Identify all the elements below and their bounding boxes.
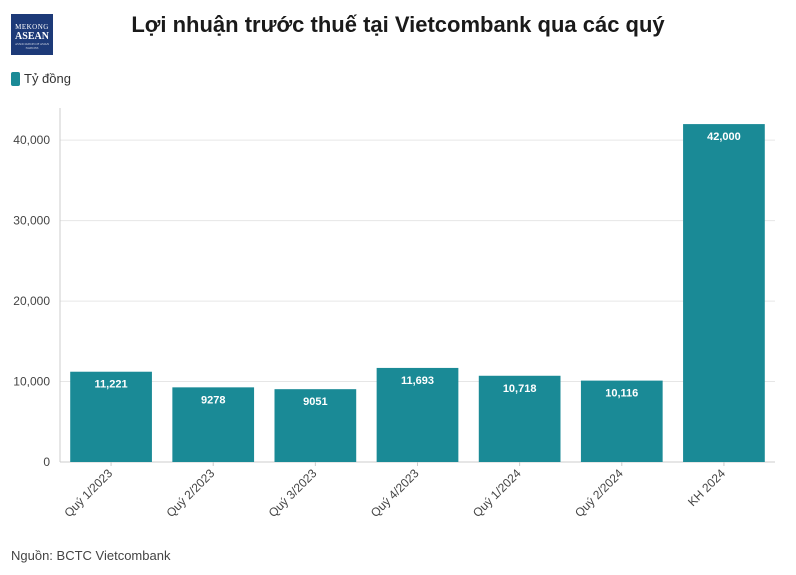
- x-tick-label: Quý 1/2023: [61, 466, 115, 520]
- data-label: 11,693: [401, 375, 434, 387]
- logo-text-line3: ASSOCIATION OF ASIAN NATIONS: [14, 42, 49, 50]
- y-tick-label: 40,000: [13, 133, 50, 147]
- x-tick-label: Quý 2/2023: [164, 466, 218, 520]
- data-label: 10,116: [605, 388, 638, 400]
- data-label: 9051: [303, 396, 327, 408]
- x-tick-label: KH 2024: [685, 466, 728, 509]
- bar: [580, 380, 663, 462]
- bar: [683, 124, 765, 462]
- bar: [70, 371, 152, 462]
- brand-logo: MEKONG ASEAN ASSOCIATION OF ASIAN NATION…: [11, 14, 53, 55]
- bar: [172, 387, 255, 462]
- bar: [478, 375, 561, 462]
- y-tick-label: 10,000: [13, 375, 50, 389]
- bar: [274, 389, 357, 462]
- x-tick-label: Quý 1/2024: [470, 466, 524, 520]
- y-tick-label: 20,000: [13, 294, 50, 308]
- x-tick-label: Quý 4/2023: [368, 466, 422, 520]
- x-tick-label: Quý 3/2023: [266, 466, 320, 520]
- legend-swatch: [11, 71, 20, 86]
- y-tick-label: 30,000: [13, 214, 50, 228]
- legend-label: Tỷ đồng: [24, 71, 71, 86]
- data-label: 42,000: [707, 131, 741, 143]
- y-tick-label: 0: [43, 455, 50, 469]
- logo-text-line2: ASEAN: [15, 31, 49, 42]
- data-label: 9278: [201, 394, 225, 406]
- chart-legend: Tỷ đồng: [11, 71, 71, 86]
- data-label: 11,221: [95, 379, 128, 391]
- chart-title: Lợi nhuận trước thuế tại Vietcombank qua…: [131, 12, 665, 37]
- bar: [376, 367, 459, 462]
- x-tick-label: Quý 2/2024: [572, 466, 626, 520]
- logo-text-line1: MEKONG: [15, 23, 49, 31]
- data-label: 10,718: [503, 383, 537, 395]
- source-note: Nguồn: BCTC Vietcombank: [11, 548, 171, 563]
